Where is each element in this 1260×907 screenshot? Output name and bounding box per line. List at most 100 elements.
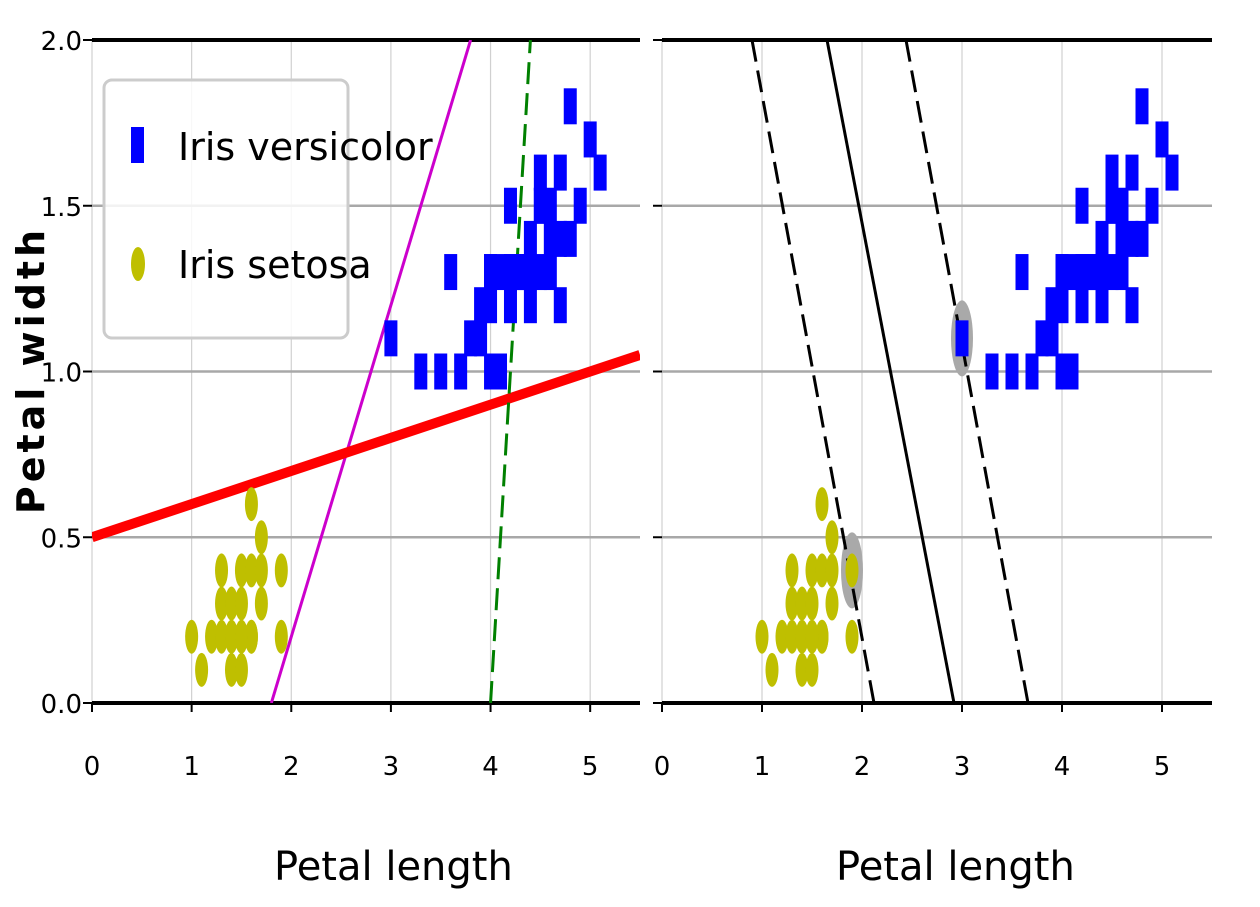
setosa-point (805, 619, 819, 654)
versicolor-point (1145, 187, 1159, 224)
versicolor-point (523, 287, 537, 324)
versicolor-point (1065, 254, 1079, 291)
versicolor-point (434, 353, 448, 390)
setosa-point (845, 553, 859, 588)
setosa-point (215, 586, 229, 621)
versicolor-point (484, 353, 498, 390)
setosa-point (234, 553, 248, 588)
versicolor-point (494, 353, 508, 390)
x-axis-label-left: Petal length (274, 844, 513, 890)
versicolor-point (543, 187, 557, 224)
setosa-point (825, 520, 839, 555)
versicolor-point (503, 187, 517, 224)
versicolor-point (1005, 353, 1019, 390)
versicolor-point (1095, 220, 1109, 257)
versicolor-point (1155, 121, 1169, 158)
decision-line (92, 350, 640, 542)
setosa-point (795, 619, 809, 654)
versicolor-point (553, 154, 567, 191)
setosa-point (185, 619, 199, 654)
versicolor-point (494, 254, 508, 291)
setosa-point (785, 619, 799, 654)
versicolor-point (1085, 254, 1099, 291)
setosa-point (274, 553, 288, 588)
x-tick-label: 5 (582, 752, 599, 782)
versicolor-point (553, 220, 567, 257)
setosa-point (805, 652, 819, 687)
setosa-point (234, 586, 248, 621)
versicolor-point (1115, 187, 1129, 224)
x-tick-label: 1 (754, 752, 771, 782)
setosa-point (234, 619, 248, 654)
versicolor-point (1075, 287, 1089, 324)
legend-versicolor-label: Iris versicolor (178, 125, 433, 169)
setosa-point (805, 553, 819, 588)
legend: Iris versicolor Iris setosa (102, 78, 433, 340)
versicolor-point (543, 254, 557, 291)
setosa-point (195, 652, 209, 687)
setosa-point (234, 652, 248, 687)
legend-setosa-label: Iris setosa (178, 243, 372, 287)
versicolor-point (503, 254, 517, 291)
versicolor-point (563, 88, 577, 125)
decision-line (269, 40, 473, 703)
setosa-point (215, 619, 229, 654)
right-panel: 0 1 2 3 4 5 (653, 38, 1212, 782)
legend-versicolor-marker (131, 127, 144, 163)
versicolor-point (1115, 220, 1129, 257)
versicolor-point (384, 320, 398, 357)
legend-box (102, 78, 350, 340)
setosa-point (785, 553, 799, 588)
versicolor-point (1055, 353, 1069, 390)
setosa-point (244, 553, 258, 588)
versicolor-point (464, 320, 478, 357)
x-tick-label: 4 (482, 752, 499, 782)
setosa-point (224, 652, 238, 687)
y-tick-label: 1.0 (41, 359, 82, 389)
versicolor-point (513, 254, 527, 291)
versicolor-point (474, 287, 488, 324)
setosa-point (765, 652, 779, 687)
plot-area (750, 40, 1179, 703)
y-tick-label: 1.5 (41, 193, 82, 223)
versicolor-point (1125, 287, 1139, 324)
decision-line (489, 40, 532, 703)
versicolor-point (533, 254, 547, 291)
versicolor-point (533, 154, 547, 191)
x-tick-label: 3 (954, 752, 971, 782)
x-tick-label: 3 (383, 752, 400, 782)
versicolor-point (1095, 287, 1109, 324)
x-tick-label: 0 (654, 752, 671, 782)
versicolor-point (454, 353, 468, 390)
versicolor-point (553, 287, 567, 324)
versicolor-point (563, 220, 577, 257)
versicolor-point (444, 254, 458, 291)
setosa-point (244, 619, 258, 654)
versicolor-point (1165, 154, 1179, 191)
versicolor-point (1025, 353, 1039, 390)
versicolor-point (523, 254, 537, 291)
x-tick-label: 4 (1054, 752, 1071, 782)
versicolor-point (1015, 254, 1029, 291)
versicolor-point (1125, 154, 1139, 191)
legend-setosa-marker (131, 247, 145, 281)
setosa-point (815, 619, 829, 654)
versicolor-point (533, 187, 547, 224)
setosa-point (775, 619, 789, 654)
setosa-point (845, 619, 859, 654)
versicolor-point (1045, 320, 1059, 357)
setosa-point (755, 619, 769, 654)
versicolor-point (583, 121, 597, 158)
versicolor-point (1105, 187, 1119, 224)
setosa-point (215, 553, 229, 588)
versicolor-point (1125, 220, 1139, 257)
y-tick-label: 0.0 (41, 690, 82, 720)
versicolor-point (474, 320, 488, 357)
versicolor-point (1045, 287, 1059, 324)
setosa-point (274, 619, 288, 654)
versicolor-point (1135, 88, 1149, 125)
setosa-point (205, 619, 219, 654)
versicolor-point (1075, 187, 1089, 224)
versicolor-point (1055, 254, 1069, 291)
setosa-point (795, 586, 809, 621)
